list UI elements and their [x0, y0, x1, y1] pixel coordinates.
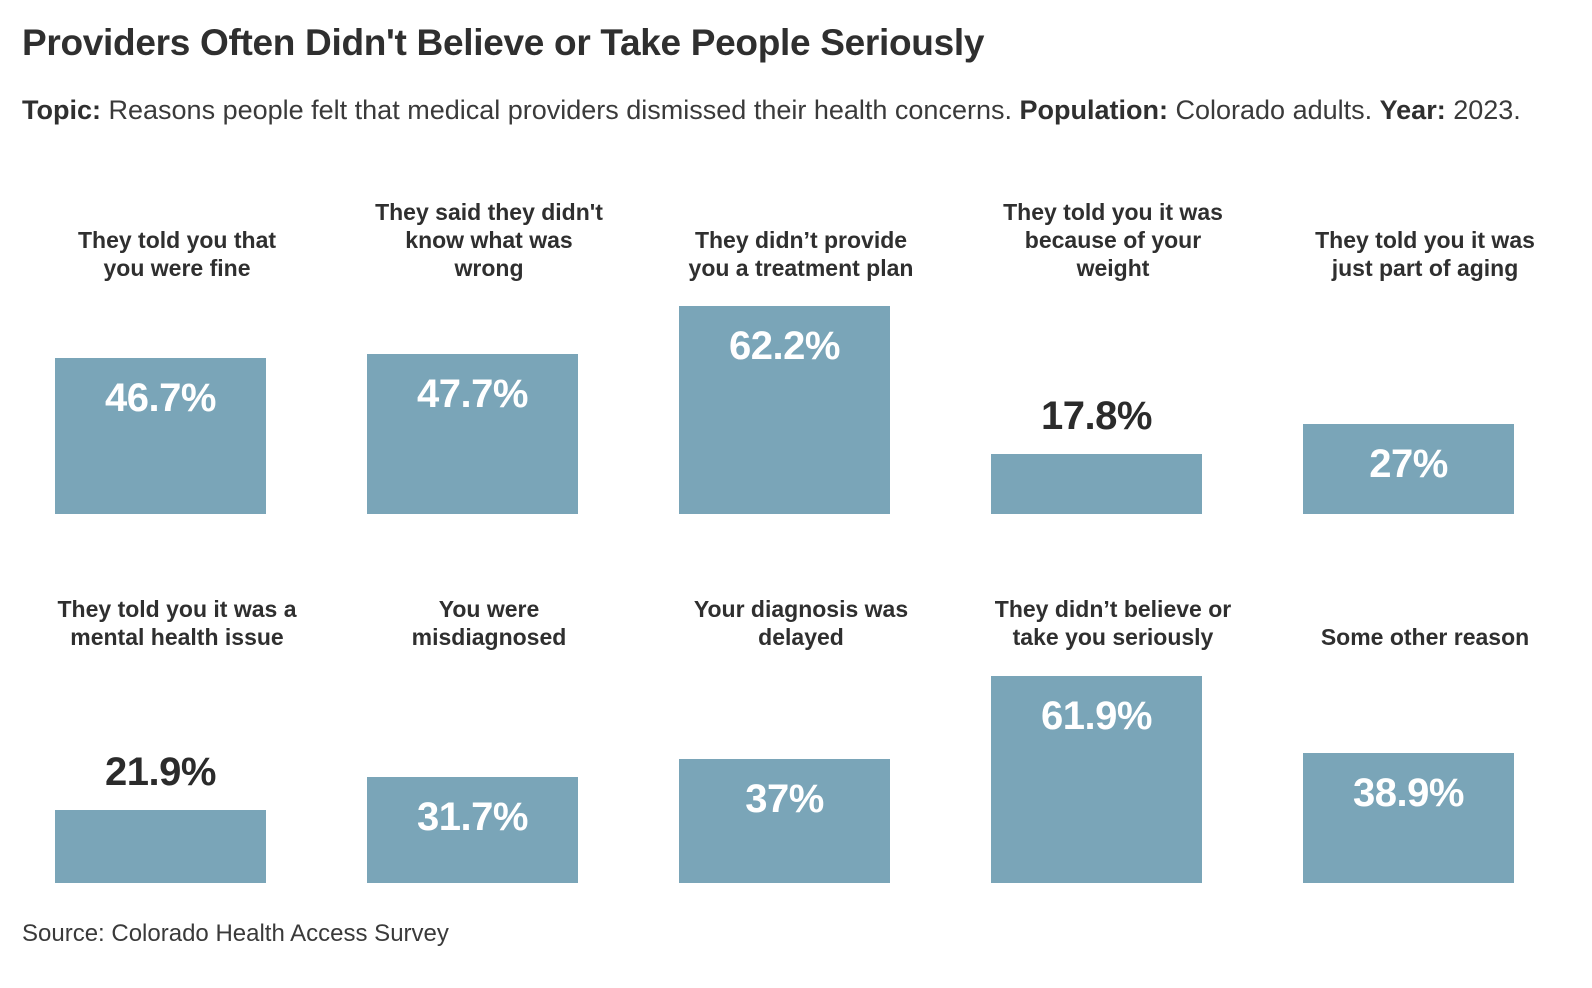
- category-label-line: weight: [1076, 255, 1150, 281]
- value-label: 61.9%: [1041, 694, 1152, 738]
- value-label: 31.7%: [417, 795, 528, 839]
- topic-text: Reasons people felt that medical provide…: [108, 95, 1012, 125]
- bar: [55, 810, 266, 883]
- bar: [679, 306, 890, 514]
- chart-title: Providers Often Didn't Believe or Take P…: [22, 22, 985, 63]
- bar: [367, 354, 578, 514]
- category-label-line: you a treatment plan: [688, 255, 914, 281]
- category-label: They told you that you were fine: [21, 226, 333, 282]
- category-label-line: Some other reason: [1320, 624, 1530, 650]
- category-label-line: because of your: [1024, 227, 1202, 253]
- value-label: 62.2%: [729, 324, 840, 368]
- bar: [679, 759, 890, 883]
- category-label: You were misdiagnosed: [333, 595, 645, 651]
- category-label: They didn’t believe or take you seriously: [957, 595, 1269, 651]
- value-label: 47.7%: [417, 372, 528, 416]
- category-label-line: take you seriously: [1012, 624, 1214, 650]
- category-label: They told you it was because of your weigh…: [957, 198, 1269, 282]
- value-label: 27%: [1369, 442, 1448, 486]
- value-label: 17.8%: [1041, 394, 1152, 438]
- category-label-line: mental health issue: [70, 624, 284, 650]
- category-label-line: misdiagnosed: [411, 624, 567, 650]
- category-label-line: you were fine: [103, 255, 251, 281]
- category-label-line: delayed: [758, 624, 844, 650]
- category-label: Some other reason: [1269, 623, 1581, 651]
- category-label: They told you it was a mental health issu…: [21, 595, 333, 651]
- bar: [991, 676, 1202, 883]
- category-label-line: They told you it was: [1315, 227, 1535, 253]
- year-label: Year:: [1379, 95, 1446, 125]
- category-label: They told you it was just part of aging: [1269, 226, 1581, 282]
- value-label: 21.9%: [105, 750, 216, 794]
- value-label: 46.7%: [105, 376, 216, 420]
- topic-label: Topic:: [22, 95, 101, 125]
- category-label-line: They didn’t provide: [694, 227, 908, 253]
- category-label: They didn’t provide you a treatment plan: [645, 226, 957, 282]
- category-label-line: They told you that: [77, 227, 277, 253]
- value-label: 37%: [745, 777, 824, 821]
- bar: [55, 358, 266, 514]
- category-label-line: know what was: [405, 227, 573, 253]
- population-label: Population:: [1019, 95, 1168, 125]
- category-label-line: wrong: [454, 255, 524, 281]
- chart-subtitle: Topic: Reasons people felt that medical …: [22, 90, 1562, 130]
- category-label: They said they didn't know what was wrong: [333, 198, 645, 282]
- category-label: Your diagnosis was delayed: [645, 595, 957, 651]
- value-label: 38.9%: [1353, 771, 1464, 815]
- bar: [367, 777, 578, 883]
- source-note: Source: Colorado Health Access Survey: [22, 920, 449, 947]
- category-label-line: They told you it was a: [57, 596, 297, 622]
- category-label-line: They told you it was: [1003, 199, 1223, 225]
- population-text: Colorado adults.: [1175, 95, 1373, 125]
- category-label-line: just part of aging: [1331, 255, 1519, 281]
- bar: [1303, 424, 1514, 514]
- category-label-line: Your diagnosis was: [693, 596, 909, 622]
- category-label-line: They didn’t believe or: [994, 596, 1232, 622]
- bar: [1303, 753, 1514, 883]
- bar: [991, 454, 1202, 514]
- year-text: 2023.: [1453, 95, 1521, 125]
- category-label-line: You were: [438, 596, 540, 622]
- category-label-line: They said they didn't: [375, 199, 603, 225]
